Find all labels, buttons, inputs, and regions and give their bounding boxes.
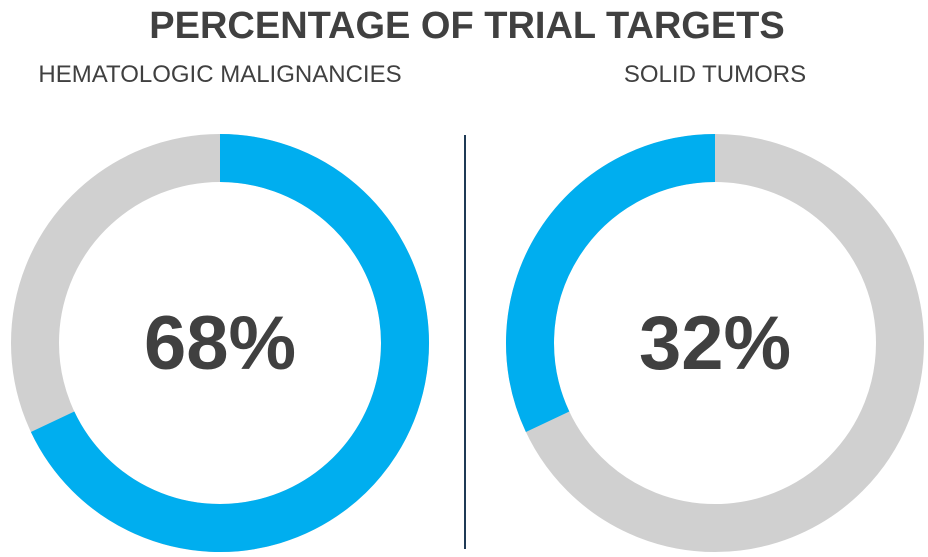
donut-value-segment-solid-tumors bbox=[506, 134, 716, 432]
donut-value-segment-hematologic bbox=[30, 134, 429, 552]
center-value-hematologic: 68% bbox=[144, 301, 296, 386]
subtitle-solid-tumors: SOLID TUMORS bbox=[624, 61, 806, 88]
donut-hematologic bbox=[11, 134, 429, 552]
donut-solid-tumors bbox=[506, 134, 924, 552]
center-value-solid-tumors: 32% bbox=[639, 301, 791, 386]
chart-title: PERCENTAGE OF TRIAL TARGETS bbox=[149, 5, 784, 47]
subtitle-hematologic: HEMATOLOGIC MALIGNANCIES bbox=[38, 61, 401, 88]
